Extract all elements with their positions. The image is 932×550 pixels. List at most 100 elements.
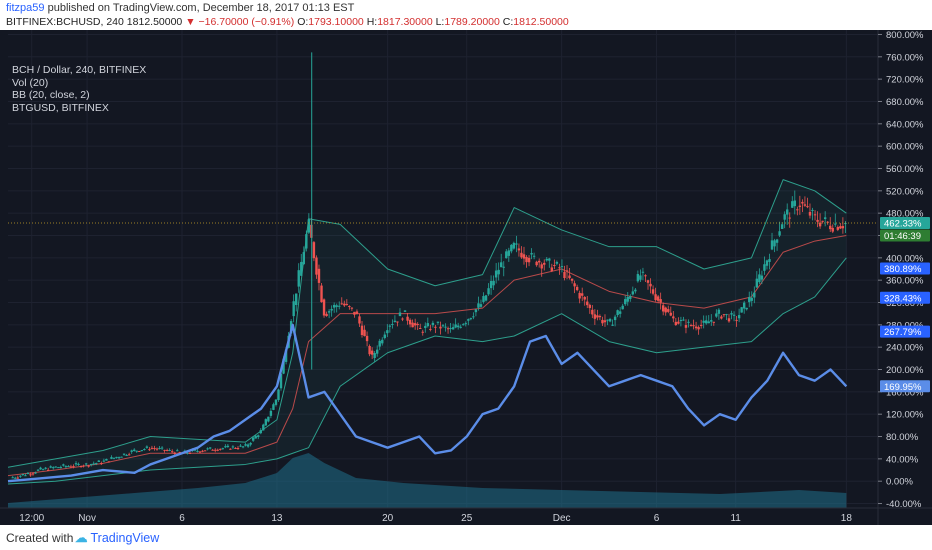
x-tick-label: 20 bbox=[382, 513, 394, 524]
candle-body bbox=[558, 267, 561, 269]
candle-body bbox=[834, 223, 837, 225]
candle-body bbox=[573, 283, 576, 287]
candle-body bbox=[494, 270, 498, 278]
candle-body bbox=[699, 324, 703, 326]
legend-bollinger[interactable]: BB (20, close, 2) bbox=[12, 89, 90, 101]
volume-area bbox=[8, 453, 847, 508]
candle-body bbox=[512, 242, 516, 249]
candle-body bbox=[327, 311, 331, 313]
tradingview-logo[interactable]: ☁ TradingView bbox=[75, 530, 159, 545]
candle-body bbox=[829, 225, 832, 230]
candle-body bbox=[105, 458, 108, 461]
candle-body bbox=[158, 448, 161, 450]
candle-body bbox=[140, 450, 144, 452]
candle-body bbox=[208, 447, 212, 449]
candle-body bbox=[677, 321, 680, 324]
candle-body bbox=[821, 220, 824, 222]
candle-body bbox=[522, 254, 526, 259]
candle-body bbox=[818, 222, 822, 227]
candle-body bbox=[487, 288, 490, 295]
candle-body bbox=[434, 326, 437, 328]
candle-body bbox=[44, 467, 47, 469]
y-tick-label: 680.00% bbox=[886, 97, 924, 108]
x-tick-label: 13 bbox=[271, 513, 283, 524]
candle-body bbox=[555, 261, 559, 264]
y-tick-label: 560.00% bbox=[886, 164, 924, 175]
chart-area[interactable]: 800.00% 760.00% 720.00% 680.00% 640.00% 600.0… bbox=[0, 30, 932, 525]
candle-body bbox=[656, 296, 660, 301]
candle-body bbox=[679, 320, 683, 322]
candle-body bbox=[130, 450, 133, 452]
legend-compare[interactable]: BTGUSD, BITFINEX bbox=[12, 101, 109, 114]
candle-body bbox=[593, 314, 597, 319]
candle-body bbox=[424, 325, 427, 329]
candle-body bbox=[84, 463, 88, 465]
candle-body bbox=[196, 450, 199, 452]
candle-body bbox=[79, 466, 83, 468]
candle-body bbox=[411, 322, 414, 328]
candle-body bbox=[722, 314, 726, 316]
candle-body bbox=[621, 305, 624, 310]
candle-body bbox=[611, 324, 614, 326]
candle-body bbox=[626, 296, 629, 302]
price-label-bg bbox=[880, 262, 930, 275]
y-tick-label: 400.00% bbox=[886, 253, 924, 264]
y-tick-label: 80.00% bbox=[886, 432, 919, 443]
candle-body bbox=[330, 308, 333, 311]
candle-body bbox=[31, 473, 35, 475]
candle-body bbox=[348, 306, 351, 308]
candle-body bbox=[715, 313, 718, 317]
candle-body bbox=[763, 264, 766, 271]
candle-body bbox=[697, 327, 700, 330]
candle-body bbox=[269, 410, 273, 416]
candle-body bbox=[608, 319, 612, 322]
y-tick-label: 480.00% bbox=[886, 209, 924, 220]
candle-body bbox=[234, 447, 237, 449]
candle-body bbox=[120, 456, 123, 458]
candle-body bbox=[292, 301, 295, 317]
candle-body bbox=[335, 305, 338, 307]
candle-body bbox=[492, 280, 495, 286]
candle-body bbox=[565, 270, 569, 272]
candle-body bbox=[537, 260, 541, 263]
candle-body bbox=[300, 261, 303, 276]
candle-body bbox=[659, 299, 662, 303]
candle-body bbox=[661, 305, 665, 312]
candle-body bbox=[115, 456, 118, 458]
candle-body bbox=[69, 466, 73, 468]
candle-body bbox=[315, 257, 318, 275]
candle-body bbox=[563, 271, 566, 279]
candle-body bbox=[241, 446, 245, 448]
publish-info: fitzpa59 published on TradingView.com, D… bbox=[6, 2, 354, 14]
y-tick-label: 200.00% bbox=[886, 365, 924, 376]
candle-body bbox=[353, 311, 356, 315]
price-label-text: 462.33% bbox=[884, 219, 922, 230]
price-chart[interactable]: 800.00%760.00%720.00%680.00%640.00%600.0… bbox=[0, 30, 932, 525]
legend-volume[interactable]: Vol (20) bbox=[12, 76, 49, 89]
candle-body bbox=[16, 477, 20, 479]
author-link[interactable]: fitzpa59 bbox=[6, 2, 45, 14]
close-value: 1812.50000 bbox=[513, 16, 569, 28]
candle-body bbox=[393, 320, 397, 322]
legend-main-series[interactable]: BCH / Dollar, 240, BITFINEX bbox=[12, 64, 147, 76]
candle-body bbox=[206, 448, 209, 450]
candle-body bbox=[95, 462, 98, 464]
candle-body bbox=[365, 335, 369, 342]
candle-body bbox=[773, 240, 776, 247]
candle-body bbox=[548, 258, 551, 261]
candle-body bbox=[489, 281, 493, 289]
candle-body bbox=[112, 457, 116, 459]
candle-body bbox=[725, 314, 728, 316]
candle-body bbox=[19, 475, 22, 477]
x-tick-label: 11 bbox=[730, 513, 741, 524]
candle-body bbox=[398, 312, 402, 317]
candle-body bbox=[482, 296, 485, 302]
candle-body bbox=[760, 275, 764, 280]
candle-body bbox=[813, 214, 817, 216]
candle-body bbox=[535, 261, 538, 266]
candle-body bbox=[431, 322, 435, 326]
symbol-label[interactable]: BITFINEX:BCHUSD, 240 bbox=[6, 16, 124, 28]
candle-body bbox=[553, 265, 556, 267]
candle-body bbox=[343, 303, 346, 306]
candle-body bbox=[221, 448, 225, 450]
